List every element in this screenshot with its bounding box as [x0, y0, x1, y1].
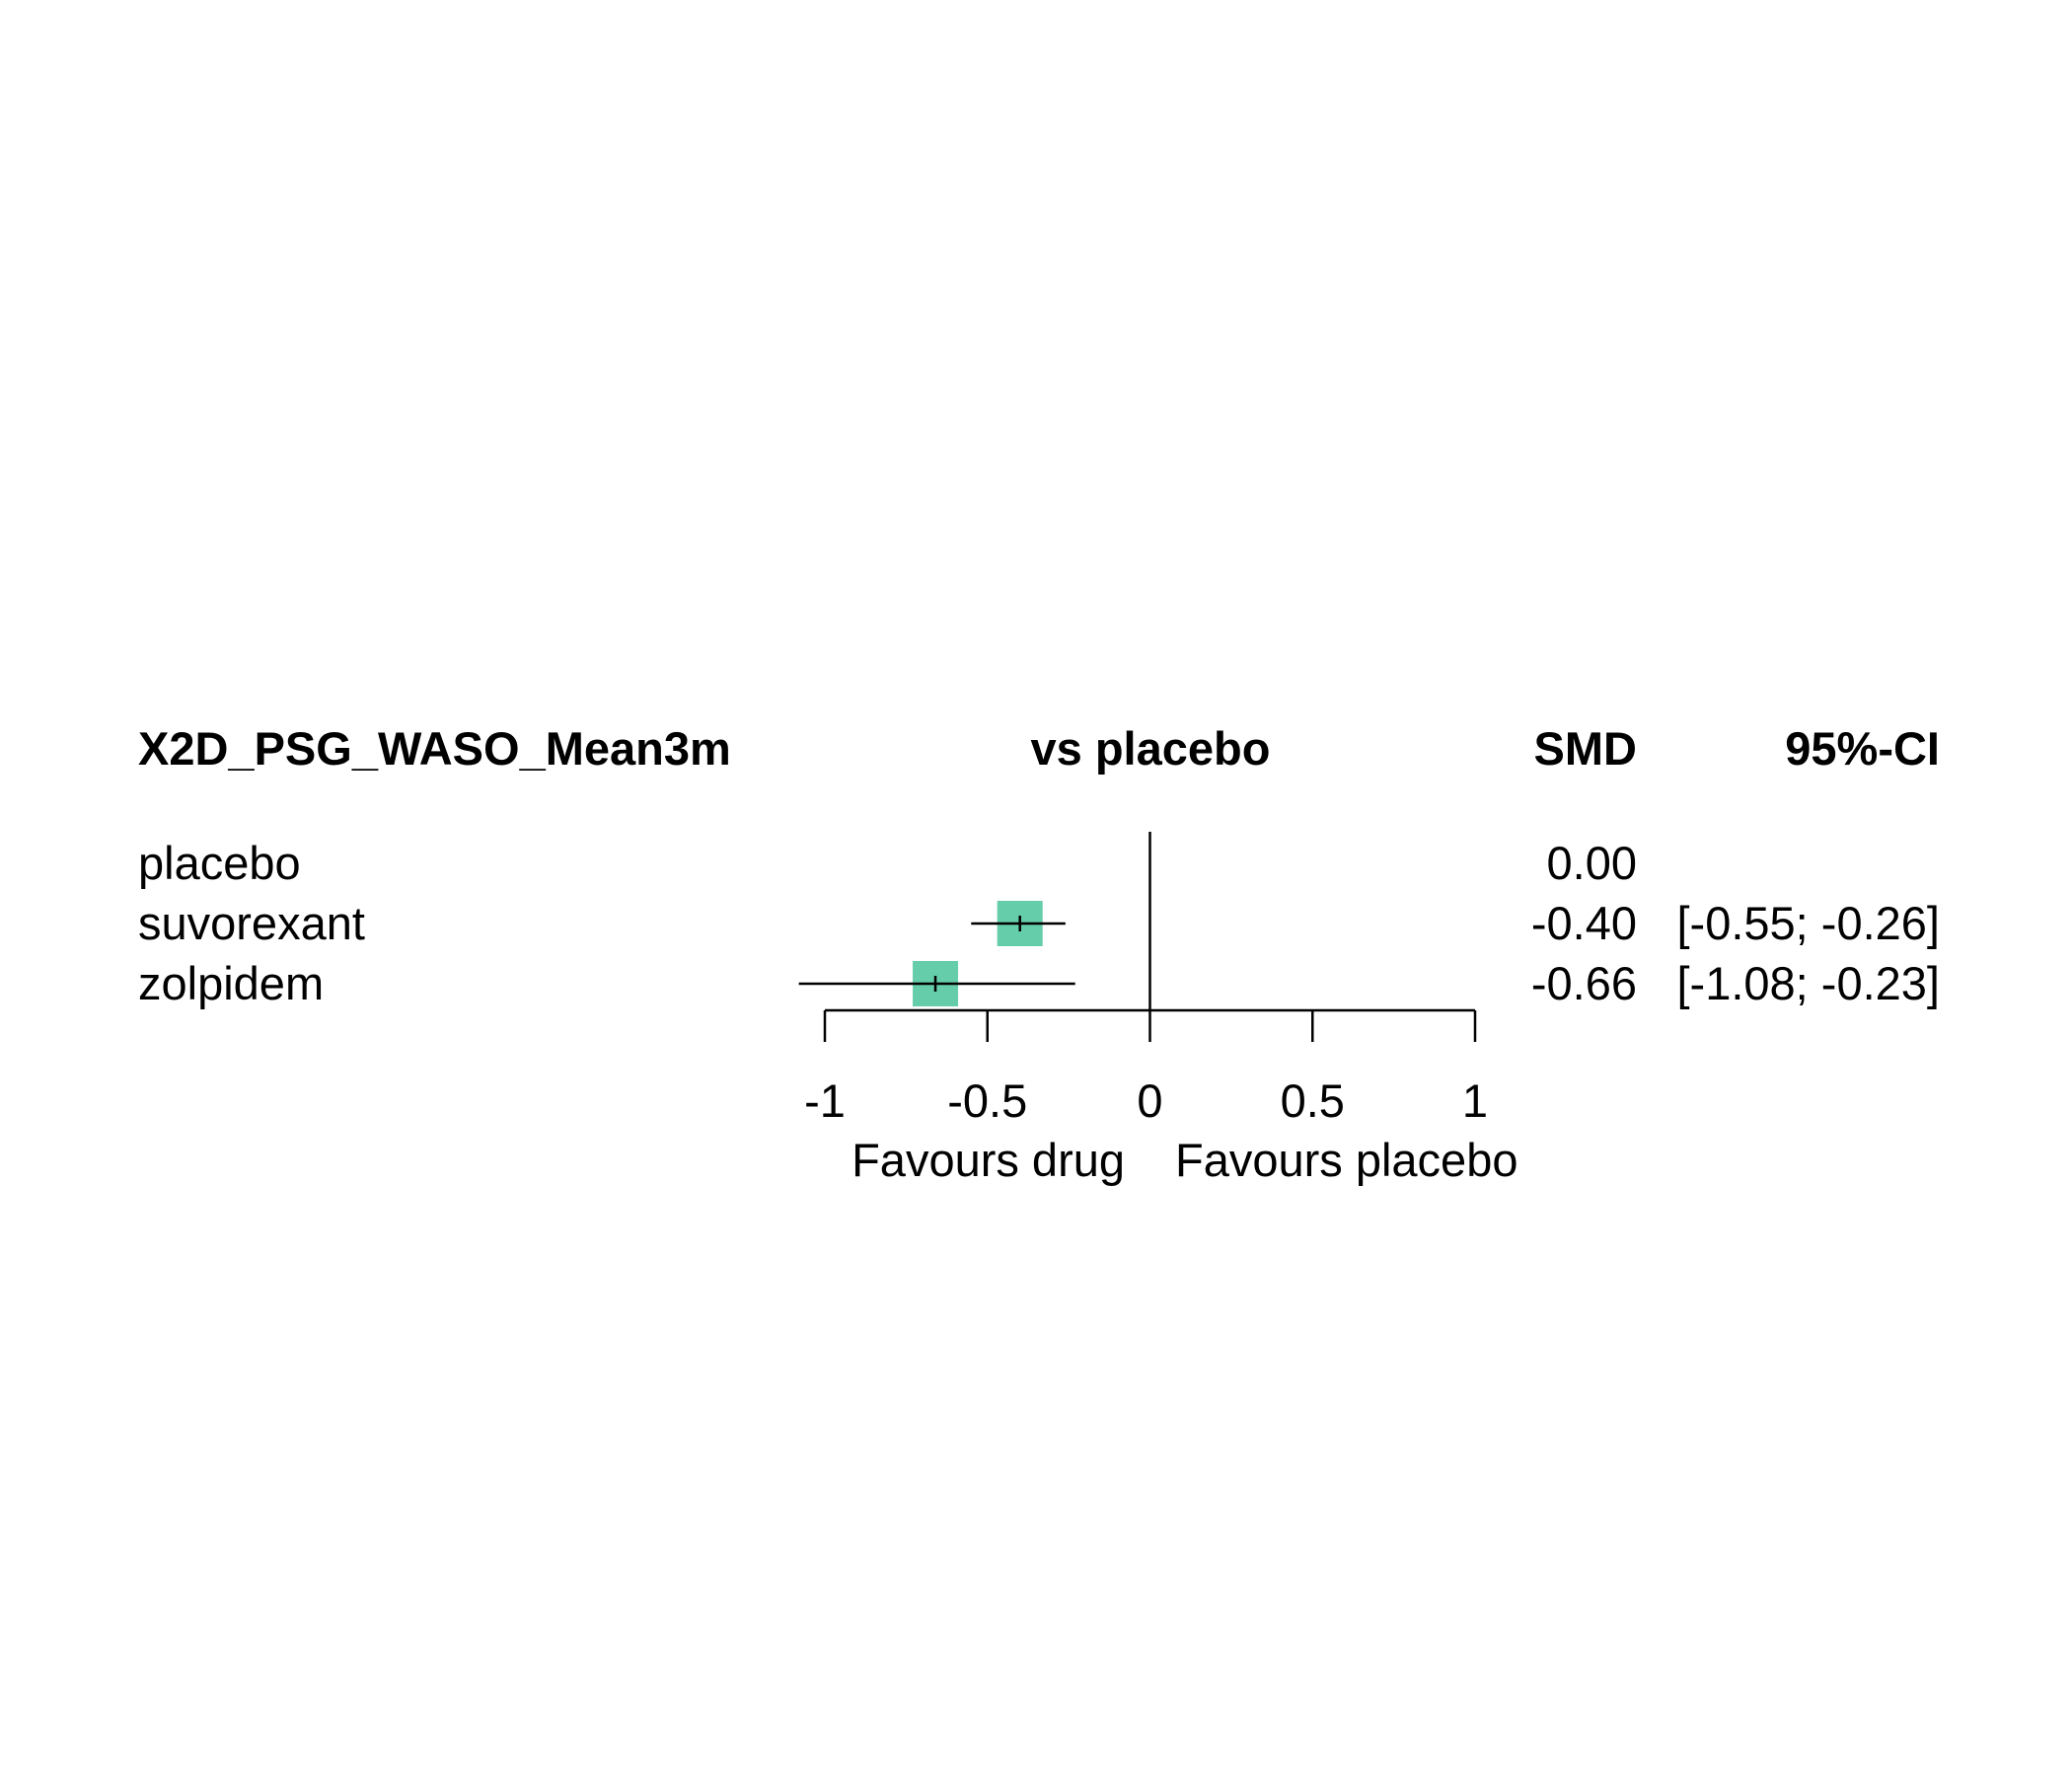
forest-row-placebo: placebo 0.00 [138, 837, 1637, 889]
smd-value: -0.66 [1531, 957, 1637, 1009]
x-tick-label: 0 [1137, 1074, 1162, 1127]
forest-row-zolpidem: zolpidem -0.66 [-1.08; -0.23] [138, 957, 1940, 1009]
treatment-label: placebo [138, 837, 301, 889]
treatment-label: suvorexant [138, 897, 365, 949]
comparison-header: vs placebo [1031, 722, 1271, 775]
outcome-header: X2D_PSG_WASO_Mean3m [138, 722, 731, 775]
x-tick-label: -1 [804, 1074, 846, 1127]
smd-header: SMD [1534, 722, 1637, 775]
ci-value: [-1.08; -0.23] [1677, 957, 1941, 1009]
favours-placebo-label: Favours placebo [1175, 1134, 1517, 1186]
smd-value: 0.00 [1547, 837, 1637, 889]
x-tick-label: -0.5 [947, 1074, 1027, 1127]
ci-value: [-0.55; -0.26] [1677, 897, 1941, 949]
x-tick-label: 1 [1462, 1074, 1488, 1127]
favours-drug-label: Favours drug [851, 1134, 1125, 1186]
smd-value: -0.40 [1531, 897, 1637, 949]
rows-layer: placebo 0.00 suvorexant -0.40 [-0.55; -0.26]… [138, 837, 1940, 1009]
treatment-label: zolpidem [138, 957, 324, 1009]
x-tick-label: 0.5 [1281, 1074, 1345, 1127]
forest-row-suvorexant: suvorexant -0.40 [-0.55; -0.26] [138, 897, 1940, 949]
ci-header: 95%-CI [1785, 722, 1940, 775]
x-axis: -1 -0.5 0 0.5 1 [804, 1008, 1488, 1127]
